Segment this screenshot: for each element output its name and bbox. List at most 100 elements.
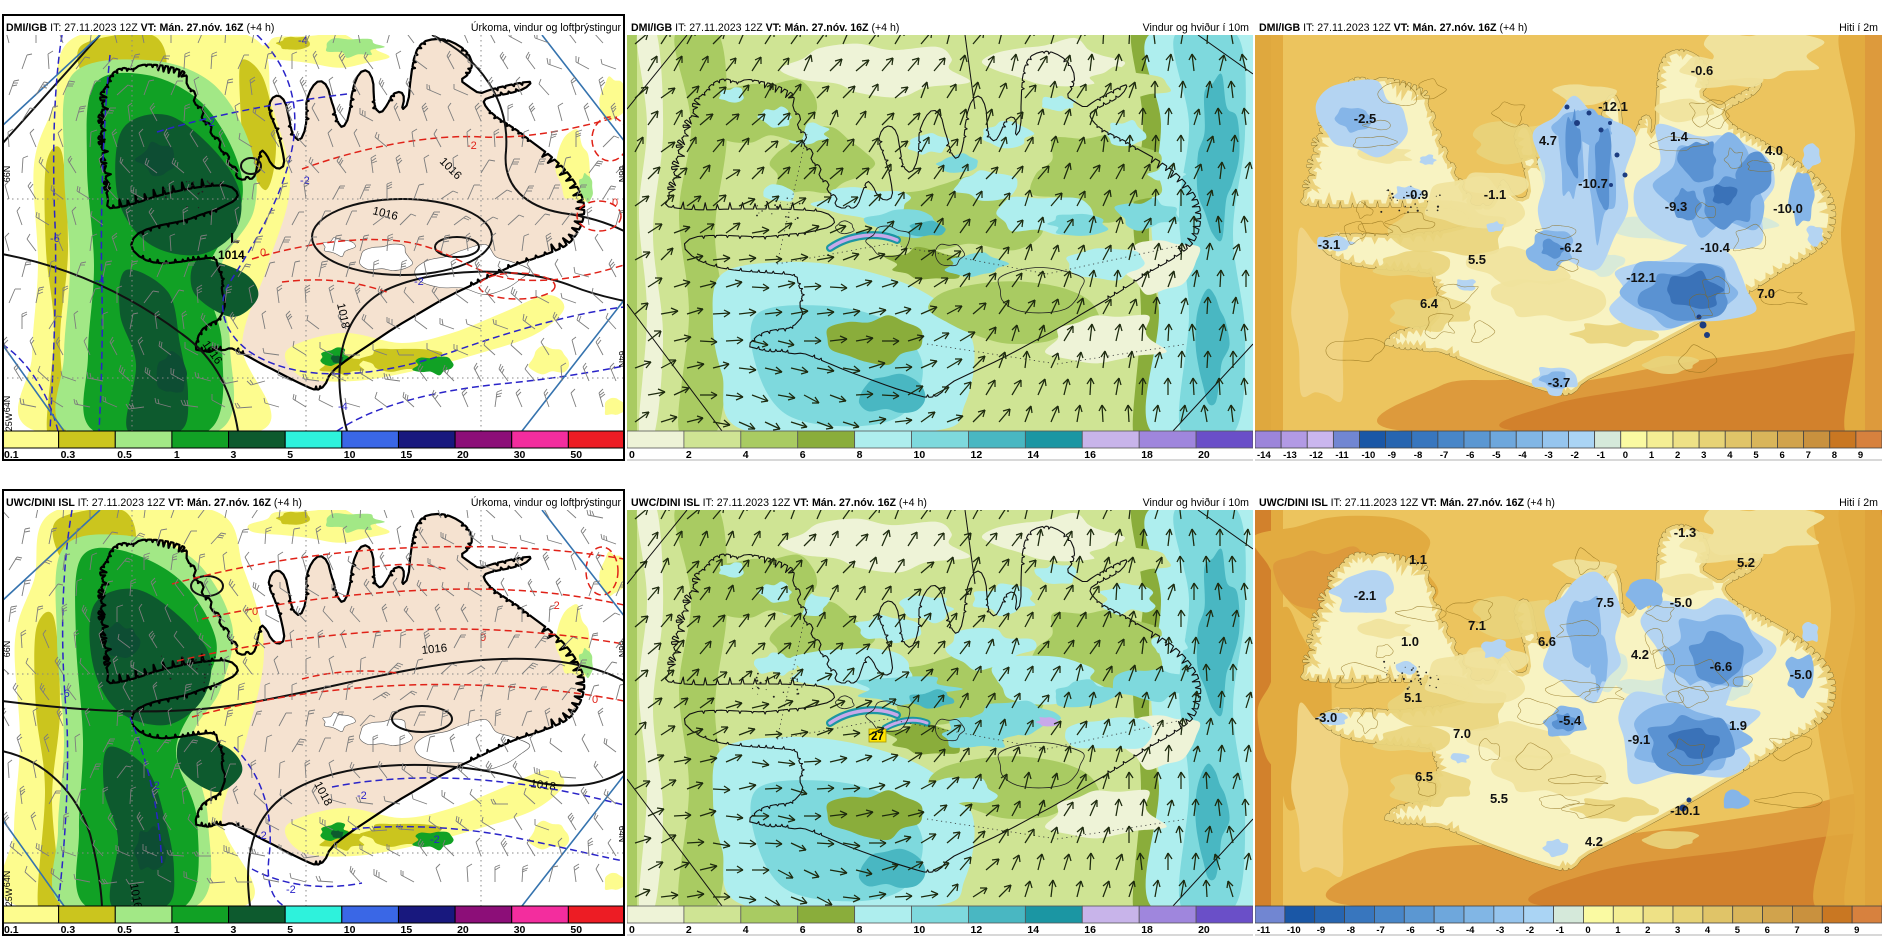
svg-text:-6: -6 [1406,925,1414,936]
svg-text:2: 2 [686,924,692,936]
svg-text:4.2: 4.2 [1631,647,1649,662]
svg-text:Úrkoma, vindur og loftþrýsting: Úrkoma, vindur og loftþrýstingur [471,21,622,34]
svg-text:5: 5 [1753,450,1759,461]
svg-text:-2: -2 [430,834,440,846]
svg-text:Vindur og hviður í 10m: Vindur og hviður í 10m [1143,22,1250,34]
svg-text:Úrkoma, vindur og loftþrýsting: Úrkoma, vindur og loftþrýstingur [471,496,622,509]
svg-text:-9: -9 [1317,925,1325,936]
svg-text:6.5: 6.5 [1415,769,1433,784]
svg-text:-6.2: -6.2 [1560,240,1582,255]
svg-text:DMI/IGB IT: 27.11.2023 12Z VT:: DMI/IGB IT: 27.11.2023 12Z VT: Mán. 27.n… [631,22,899,34]
svg-text:-10: -10 [1287,925,1301,936]
svg-text:12: 12 [971,924,983,936]
svg-text:64N: 64N [2,396,12,413]
svg-text:15: 15 [401,924,413,936]
svg-text:-9: -9 [1388,450,1396,461]
svg-text:25W: 25W [4,887,14,906]
svg-text:0: 0 [612,197,618,209]
svg-text:1016: 1016 [421,642,448,657]
svg-text:3: 3 [1675,925,1680,936]
svg-text:-13: -13 [1283,450,1297,461]
svg-text:1: 1 [174,449,180,461]
svg-text:6: 6 [800,924,806,936]
svg-text:4: 4 [1727,450,1733,461]
svg-text:1: 1 [1615,925,1621,936]
svg-text:0.5: 0.5 [117,449,132,461]
svg-text:10: 10 [914,924,926,936]
svg-text:1: 1 [174,924,180,936]
svg-text:9: 9 [1854,925,1859,936]
svg-text:66N: 66N [617,166,625,183]
svg-text:6.6: 6.6 [1538,634,1556,649]
svg-text:-2: -2 [1571,450,1579,461]
svg-text:6: 6 [1780,450,1785,461]
svg-text:4.7: 4.7 [1539,133,1557,148]
svg-text:66N: 66N [2,641,12,658]
svg-text:0.3: 0.3 [61,924,76,936]
svg-text:1.0: 1.0 [1401,634,1419,649]
svg-text:-5.0: -5.0 [1790,667,1812,682]
svg-text:2: 2 [686,449,692,461]
svg-text:-11: -11 [1257,925,1271,936]
svg-text:0: 0 [592,694,598,706]
svg-text:1016: 1016 [127,882,143,909]
svg-text:3: 3 [231,924,237,936]
svg-text:-5: -5 [1492,450,1501,461]
svg-text:1: 1 [1649,450,1655,461]
svg-text:-5: -5 [1436,925,1445,936]
svg-text:1.4: 1.4 [1670,129,1689,144]
svg-text:20: 20 [1198,924,1210,936]
svg-text:-1.3: -1.3 [1674,525,1696,540]
svg-text:3: 3 [231,449,237,461]
svg-text:-3: -3 [1544,450,1552,461]
svg-text:30: 30 [514,924,526,936]
svg-text:-2: -2 [286,884,296,896]
svg-text:16: 16 [1084,449,1096,461]
svg-text:-6: -6 [1466,450,1474,461]
svg-text:0: 0 [1585,925,1590,936]
svg-text:2: 2 [1645,925,1650,936]
svg-text:-0.9: -0.9 [1406,187,1428,202]
svg-text:Hiti í 2m: Hiti í 2m [1839,22,1878,34]
svg-text:10: 10 [344,924,356,936]
svg-text:4: 4 [743,449,749,461]
svg-text:8: 8 [857,449,863,461]
svg-text:L: L [230,230,239,247]
svg-text:14: 14 [1027,924,1039,936]
svg-text:-12.1: -12.1 [1626,270,1656,285]
svg-text:1014: 1014 [218,248,245,262]
svg-text:-2: -2 [1526,925,1534,936]
svg-text:2: 2 [1675,450,1680,461]
svg-text:7: 7 [1806,450,1811,461]
svg-text:4: 4 [743,924,749,936]
svg-text:20: 20 [457,449,469,461]
svg-text:-9.1: -9.1 [1628,732,1650,747]
svg-text:0: 0 [260,247,266,259]
svg-text:16: 16 [1084,924,1096,936]
svg-text:12: 12 [971,449,983,461]
svg-text:-2: -2 [205,117,215,129]
svg-text:5.2: 5.2 [1737,555,1755,570]
svg-text:-7: -7 [1440,450,1448,461]
svg-text:-14: -14 [1257,450,1271,461]
svg-text:-2: -2 [300,175,310,187]
svg-text:8: 8 [1832,450,1837,461]
svg-text:7.0: 7.0 [1453,726,1471,741]
svg-text:-2: -2 [150,780,160,792]
svg-text:5: 5 [287,449,293,461]
svg-text:Vindur og hviður í 10m: Vindur og hviður í 10m [1143,497,1250,509]
svg-text:5.5: 5.5 [1490,791,1508,806]
svg-text:20: 20 [457,924,469,936]
svg-text:0: 0 [480,632,486,644]
svg-text:10: 10 [344,449,356,461]
svg-text:1.9: 1.9 [1729,718,1747,733]
svg-text:7.1: 7.1 [1468,618,1486,633]
svg-text:0: 0 [629,924,635,936]
svg-text:0: 0 [252,606,258,618]
svg-text:27: 27 [871,731,884,743]
svg-text:1.1: 1.1 [1409,552,1427,567]
svg-text:8: 8 [1824,925,1829,936]
svg-text:-10: -10 [1362,450,1376,461]
svg-text:-2.1: -2.1 [1354,588,1376,603]
svg-text:-1.1: -1.1 [1484,187,1506,202]
